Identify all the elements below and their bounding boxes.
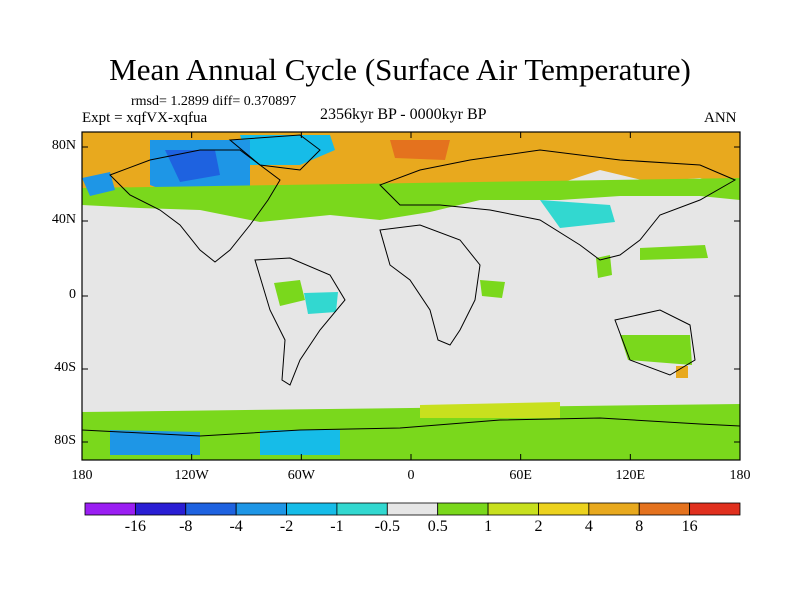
- colorbar-swatch: [84, 502, 136, 516]
- colorbar-swatch: [185, 502, 237, 516]
- lat-label: 0: [69, 287, 76, 302]
- colorbar-swatch: [134, 502, 187, 516]
- experiment-label: Expt = xqfVX-xqfua: [82, 110, 208, 126]
- lon-label: 60E: [509, 468, 532, 483]
- colorbar-swatch: [689, 502, 741, 516]
- colorbar-swatch: [588, 502, 640, 516]
- colorbar-swatch: [336, 502, 388, 516]
- colorbar-swatch: [638, 502, 691, 516]
- midlat-warm-band: [82, 178, 740, 222]
- lon-label: 120W: [174, 468, 209, 483]
- southern-ocean-warm-patch: [420, 402, 560, 418]
- greenland-cold-region: [240, 135, 335, 165]
- india-warm-patch: [596, 255, 612, 278]
- season-label: ANN: [704, 110, 737, 126]
- colorbar-swatch: [286, 502, 338, 516]
- axis-ticks: [81, 132, 741, 460]
- pacific-warm-patch: [640, 245, 708, 260]
- lat-label: 40S: [54, 360, 76, 375]
- colorbar-label: 8: [635, 518, 644, 535]
- coastlines: [82, 134, 740, 437]
- colorbar-label: -1: [330, 518, 344, 535]
- colorbar-label: 16: [681, 518, 698, 535]
- colorbar-label: -0.5: [374, 518, 400, 535]
- colorbar-label: -4: [229, 518, 243, 535]
- colorbar-label: -16: [124, 518, 147, 535]
- africa-warm-patch: [480, 280, 505, 298]
- period-label: 2356kyr BP - 0000kyr BP: [320, 106, 487, 123]
- greenland-outline: [228, 134, 321, 171]
- africa-outline: [379, 224, 481, 346]
- antarctic-cold-patch: [110, 430, 200, 455]
- chart-title: Mean Annual Cycle (Surface Air Temperatu…: [109, 52, 691, 87]
- colorbar: [84, 502, 741, 516]
- colorbar-swatch: [437, 502, 489, 516]
- south-america-outline: [254, 257, 346, 386]
- eurasia-outline: [379, 149, 737, 261]
- colorbar-label: 1: [484, 518, 493, 535]
- colorbar-label: 4: [584, 518, 593, 535]
- map-field: [82, 132, 740, 460]
- amazon-warm-patch: [274, 280, 305, 306]
- lon-label: 60W: [287, 468, 315, 483]
- se-australia-warm-patch: [676, 366, 688, 378]
- australia-warm-patch: [620, 335, 692, 365]
- siberia-hot-region: [390, 140, 450, 160]
- alaska-cold-region: [82, 172, 115, 196]
- colorbar-swatch: [538, 502, 590, 516]
- lat-label: 80S: [54, 433, 76, 448]
- colorbar-label: -2: [279, 518, 294, 535]
- lon-label: 0: [407, 468, 415, 483]
- lon-label: 180: [71, 468, 93, 483]
- lon-label: 180: [729, 468, 751, 483]
- lon-label: 120E: [615, 468, 646, 483]
- asia-cool-patch: [540, 200, 615, 228]
- lat-label: 40N: [51, 212, 76, 227]
- colorbar-swatch: [235, 502, 287, 516]
- colorbar-label: 0.5: [427, 518, 448, 535]
- north-america-outline: [109, 149, 281, 263]
- lat-label: 80N: [51, 138, 76, 153]
- australia-outline: [614, 309, 696, 376]
- brazil-cool-patch: [304, 292, 338, 314]
- antarctic-cool-patch: [260, 430, 340, 455]
- colorbar-swatch: [386, 502, 439, 516]
- colorbar-swatch: [487, 502, 539, 516]
- canada-strong-cold-region: [165, 150, 220, 182]
- stats-text: rmsd= 1.2899 diff= 0.370897: [131, 94, 297, 109]
- colorbar-label: 2: [534, 518, 543, 535]
- antarctica-outline: [82, 417, 740, 437]
- colorbar-label: -8: [179, 518, 193, 535]
